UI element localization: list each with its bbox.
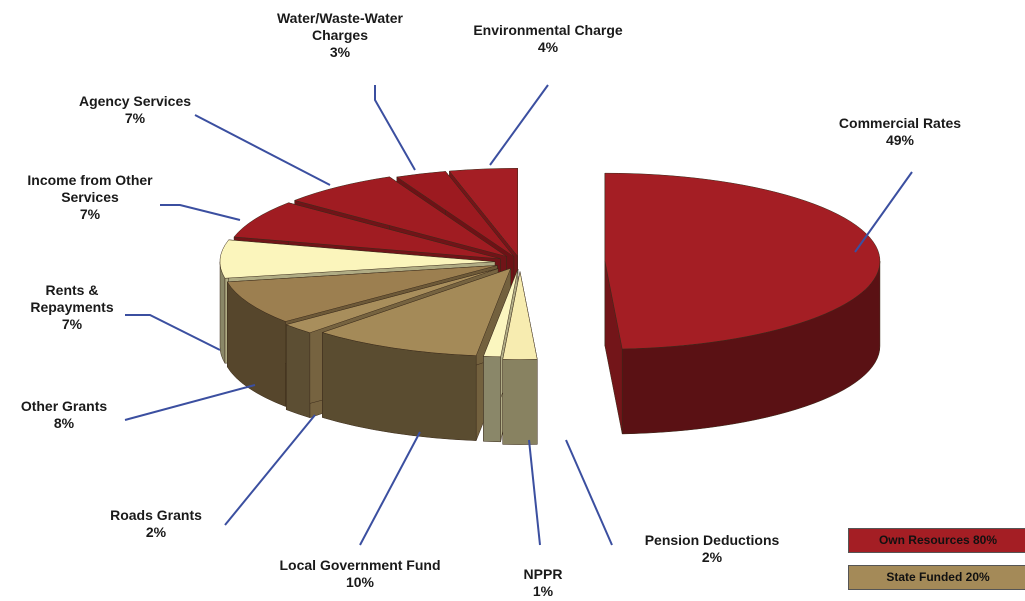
slice-label: Water/Waste-Water Charges 3%: [270, 10, 410, 61]
slice-name: Environmental Charge: [473, 22, 623, 38]
slice-value: 7%: [61, 316, 83, 332]
leader-line: [125, 314, 221, 351]
slice-label: Rents & Repayments 7%: [22, 282, 122, 333]
slice-value: 1%: [532, 583, 554, 599]
slice-top: [448, 168, 518, 257]
slice-top: [285, 268, 499, 333]
slice-name: Roads Grants: [110, 507, 202, 523]
slice-label: Commercial Rates 49%: [820, 115, 980, 149]
leader-line: [565, 439, 613, 546]
slice-top: [321, 267, 512, 356]
slice-top: [219, 239, 496, 279]
legend-entry: State Funded 20%: [848, 565, 1025, 590]
slice-name: Pension Deductions: [644, 532, 780, 548]
leader-line: [194, 114, 331, 186]
slice-label: Pension Deductions 2%: [627, 532, 797, 566]
slice-side: [502, 359, 538, 445]
slice-side: [483, 356, 501, 443]
slice-label: NPPR 1%: [513, 566, 573, 600]
leader-line: [489, 84, 549, 166]
slice-top: [293, 176, 507, 257]
slice-side: [285, 324, 311, 419]
slice-value: 8%: [53, 415, 75, 431]
leader-line: [124, 384, 256, 421]
leader-line: [160, 204, 241, 221]
slice-value: 4%: [537, 39, 559, 55]
slice-label: Environmental Charge 4%: [458, 22, 638, 56]
slice-label: Other Grants 8%: [4, 398, 124, 432]
slice-name: NPPR: [523, 566, 563, 582]
slice-value: 2%: [701, 549, 723, 565]
leader-line: [359, 431, 421, 546]
slice-name: Commercial Rates: [838, 115, 962, 131]
slice-top: [604, 172, 881, 350]
slice-value: 10%: [345, 574, 375, 590]
slice-label: Local Government Fund 10%: [260, 557, 460, 591]
slice-label: Income from Other Services 7%: [10, 172, 170, 223]
slice-name: Income from Other Services: [27, 172, 153, 205]
slice-name: Local Government Fund: [279, 557, 441, 573]
leader-line: [528, 439, 541, 546]
slice-value: 49%: [885, 132, 915, 148]
slice-name: Other Grants: [20, 398, 108, 414]
slice-top: [483, 268, 519, 358]
slice-top: [502, 271, 538, 360]
slice-top: [226, 265, 498, 322]
slice: [604, 172, 881, 435]
slice-name: Agency Services: [78, 93, 192, 109]
slice-name: Rents & Repayments: [30, 282, 114, 315]
slice-top: [233, 202, 501, 260]
legend-entry: Own Resources 80%: [848, 528, 1025, 553]
leader-line: [374, 85, 416, 171]
slice: [502, 271, 538, 445]
slice-value: 2%: [145, 524, 167, 540]
slice-top: [396, 171, 515, 257]
slice-value: 7%: [79, 206, 101, 222]
leader-line: [224, 414, 316, 526]
slice-value: 3%: [329, 44, 351, 60]
leader-line: [854, 171, 913, 253]
slice-label: Roads Grants 2%: [96, 507, 216, 541]
slice-label: Agency Services 7%: [70, 93, 200, 127]
slice-name: Water/Waste-Water Charges: [276, 10, 404, 43]
slice-value: 7%: [124, 110, 146, 126]
